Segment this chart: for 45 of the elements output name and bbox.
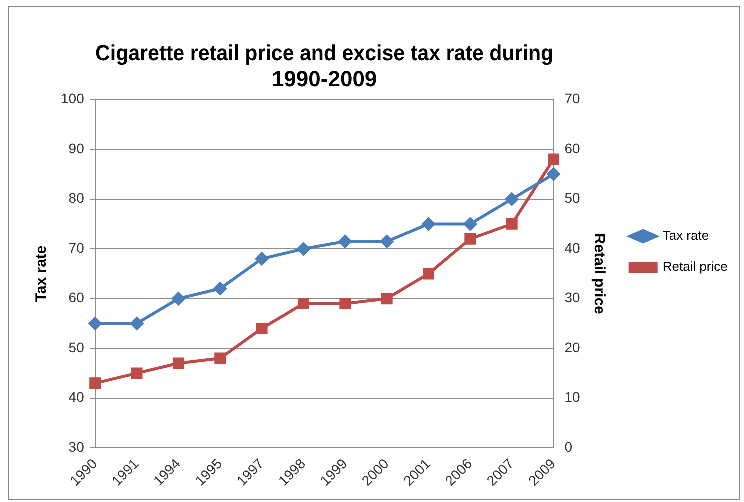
point	[338, 235, 352, 248]
y-tick-label: 60	[68, 290, 85, 306]
point	[172, 358, 184, 370]
y2-tick-label: 30	[564, 290, 581, 306]
point	[172, 292, 186, 306]
legend-label: Tax rate	[662, 228, 710, 244]
y-tick-label: 80	[68, 190, 85, 206]
y-tick-label: 70	[68, 240, 85, 256]
point	[214, 282, 227, 296]
y-tick-label: 50	[68, 339, 85, 356]
y2-tick-label: 60	[564, 140, 581, 156]
point	[506, 192, 519, 206]
point	[298, 298, 310, 310]
point	[256, 252, 269, 266]
y2-tick-label: 50	[564, 190, 581, 206]
y-axis-title: Tax rate	[33, 246, 50, 302]
y-tick-label: 90	[68, 140, 85, 156]
point	[422, 218, 436, 231]
point	[547, 168, 560, 181]
point	[214, 352, 226, 364]
point	[297, 242, 310, 256]
y2-tick-label: 10	[564, 389, 581, 406]
point	[131, 368, 143, 380]
point	[340, 298, 352, 310]
y-tick-label: 30	[68, 438, 85, 455]
point	[88, 317, 102, 330]
point	[90, 378, 102, 390]
point	[423, 268, 434, 280]
point	[548, 154, 560, 166]
point	[380, 235, 394, 248]
point	[381, 293, 393, 305]
point	[506, 218, 518, 230]
y2-axis-title: Retail price	[591, 234, 608, 314]
y2-tick-label: 70	[564, 90, 581, 107]
point	[130, 317, 144, 330]
y-tick-label: 40	[68, 389, 85, 406]
y2-tick-label: 40	[564, 240, 581, 256]
y2-tick-label: 0	[564, 438, 573, 455]
point	[464, 218, 477, 231]
y-tick-label: 100	[61, 90, 85, 107]
point	[464, 233, 476, 245]
y2-tick-label: 20	[564, 339, 581, 356]
legend-label: Retail price	[662, 259, 728, 274]
chart-title: Cigarette retail price and excise tax rate during 1990-2009	[96, 40, 554, 92]
point	[256, 322, 268, 334]
